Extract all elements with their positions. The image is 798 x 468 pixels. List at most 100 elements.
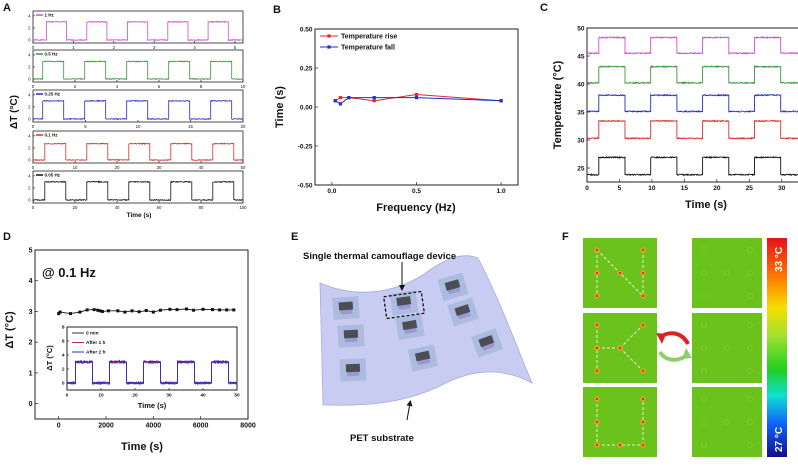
y-tick-label: 4 [29,278,33,285]
legend-label: 1 Hz [45,13,55,18]
x-tick-label: 6 [158,84,161,89]
x-tick-label: 40 [115,205,120,210]
pattern-dashed-line [619,324,644,349]
y-tick-label: 0 [29,401,33,408]
data-point [168,307,172,311]
frequency-annotation: @ 0.1 Hz [42,265,96,280]
y-tick-label: 3 [29,309,33,316]
x-tick-label: 5 [84,124,87,129]
device-tile [407,344,439,372]
panel-label-b: B [273,4,281,16]
x-tick-label: 10 [648,185,656,192]
plot-frame [32,49,244,83]
panel-b-response-time-chart: 0.0 0.5 1.0 -0.50 -0.25 0.00 0.25 0.50 Temperatu… [274,26,519,214]
pet-substrate-sheet [319,255,533,406]
x-axis-title: Time (s) [121,441,163,453]
panel-label-c: C [540,2,548,14]
legend-label: Temperature fall [341,45,395,52]
data-point [372,96,376,100]
x-tick-label: 50 [234,392,240,398]
plot-frame [32,10,244,44]
y-tick-label: 2 [28,64,31,69]
data-point [218,308,222,312]
faint-spot [701,293,707,299]
waveform-trace [32,142,244,162]
device-electrode [457,311,471,320]
data-point [338,102,342,106]
x-tick-label: 50 [241,165,246,170]
data-point [414,96,419,100]
faint-spot [747,345,753,351]
subplot-0.25-hz: 0 5 10 15 20 0 2 4 0.25 Hz [28,89,246,129]
y-tick-label: 2 [29,340,33,347]
y-tick-label: 0.25 [300,65,313,72]
inset-y-axis-title: ΔT (°C) [45,345,54,371]
colorbar [767,238,787,457]
x-tick-label: 1.0 [497,188,506,195]
faint-spot [747,322,753,328]
y-tick-label: -0.50 [298,182,313,189]
y-tick-label: 4 [28,92,31,97]
waveform-trace [33,99,244,121]
x-tick-label: 10 [136,124,141,129]
y-axis-title: ΔT (°C) [4,311,16,349]
y-tick-label: 0.00 [300,104,313,111]
x-tick-label: 4 [193,45,196,50]
panel-label-e: E [291,231,298,243]
x-tick-label: 20 [241,124,246,129]
x-tick-label: 3 [153,45,156,50]
hot-spot-core [595,323,599,327]
data-point [347,96,351,100]
faint-spot [747,442,753,448]
data-point [58,310,62,314]
x-axis-title: Time (s) [685,199,727,211]
x-tick-label: 8 [200,84,203,89]
data-point [137,310,141,314]
data-point [123,310,127,314]
device-active-layer [454,304,471,317]
faint-spot [701,442,707,448]
x-tick-label: 2000 [98,423,114,430]
plot-frame [32,89,244,123]
hot-spot-core [641,420,645,424]
subplot-0.05-hz: 0 20 40 60 80 100 0 2 4 0.05 Hz [28,170,247,210]
legend-label: 0.5 Hz [45,52,59,57]
data-point [151,310,155,314]
y-tick-label: 0.50 [300,26,313,33]
pattern-dashed-line [619,347,644,372]
y-axis-title: ΔT (°C) [9,95,20,129]
hot-spot-core [618,271,622,275]
faint-spot [701,247,707,253]
x-tick-label: 30 [778,185,786,192]
y-tick-label: 2 [62,367,65,373]
y-tick-label: 0 [28,116,31,121]
temperature-trace [586,155,798,177]
faint-spot [747,396,753,402]
hot-spot-core [641,369,645,373]
x-tick-label: 20 [73,205,78,210]
data-point [333,99,337,103]
faint-spot [724,270,730,276]
y-tick-label: 4 [28,13,31,18]
temperature-trace [586,92,798,113]
hot-spot-core [641,443,645,447]
x-axis-title: Frequency (Hz) [376,202,456,214]
y-tick-label: 0 [28,76,31,81]
x-tick-label: 10 [241,84,246,89]
inset-background [67,327,237,390]
hot-spot-core [618,346,622,350]
substrate-pointer-arrow [406,400,413,421]
data-point [69,312,72,316]
y-tick-label: 8 [62,325,65,331]
temperature-trace [587,35,798,56]
faint-spot [747,247,753,253]
device-active-layer [444,279,461,291]
x-tick-label: 40 [200,392,206,398]
y-tick-label: 1 [29,370,33,377]
data-point [192,308,196,312]
colorbar-min-label: 27 °C [774,427,785,452]
panel-e-device-illustration: Single thermal camouflage device PET sub… [303,251,533,444]
temperature-trace [587,64,798,85]
